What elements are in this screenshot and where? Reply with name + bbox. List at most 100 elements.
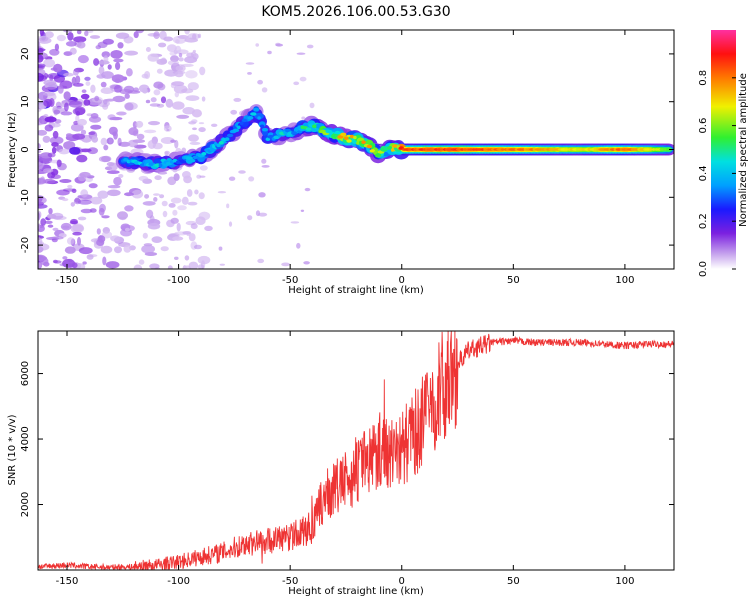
spectrogram-noise-blob	[45, 86, 57, 91]
spectrogram-noise-blob	[38, 149, 42, 154]
snr-panel: -150 -100 -50 0 50 100 2000 4000 6000 Height of …	[7, 330, 675, 597]
spectrogram-ridge-blob	[483, 148, 488, 151]
spectrogram-ridge-blob	[241, 118, 248, 123]
spectrogram-noise-blob	[147, 53, 159, 62]
spectrogram-noise-blob	[170, 217, 179, 224]
spectrogram-noise-blob	[217, 191, 227, 194]
spectrogram-noise-blob	[160, 246, 169, 252]
spectrogram-noise-blob	[107, 64, 112, 70]
spectrogram-noise-blob	[133, 144, 147, 149]
spectrogram-noise-blob	[46, 213, 57, 219]
spectrogram-noise-blob	[136, 133, 145, 140]
spectrogram-x-tick-label: 50	[507, 275, 520, 286]
spectrogram-noise-blob	[170, 139, 176, 143]
spectrogram-noise-blob	[186, 189, 193, 197]
spectrogram-noise-blob	[53, 109, 61, 115]
spectrogram-noise-blob	[79, 171, 91, 178]
spectrogram-noise-blob	[184, 56, 198, 64]
spectrogram-noise-blob	[177, 205, 187, 211]
spectrogram-noise-blob	[38, 119, 45, 126]
spectrogram-noise-blob	[189, 141, 201, 145]
spectrogram-noise-blob	[261, 158, 267, 164]
spectrogram-noise-blob	[116, 111, 127, 116]
spectrogram-noise-blob	[153, 193, 160, 196]
spectrogram-noise-blob	[115, 62, 121, 70]
spectrogram-noise-blob	[73, 120, 79, 125]
spectrogram-noise-blob	[170, 197, 182, 204]
spectrogram-noise-blob	[87, 147, 98, 155]
spectrogram-noise-blob	[43, 168, 54, 174]
spectrogram-noise-blob	[90, 196, 103, 205]
spectrogram-noise-blob	[80, 189, 89, 198]
spectrogram-noise-blob	[50, 122, 61, 128]
spectrogram-noise-blob	[63, 72, 74, 77]
spectrogram-noise-blob	[197, 33, 202, 39]
spectrogram-noise-blob	[181, 88, 194, 94]
spectrogram-ridge-blob	[291, 131, 297, 135]
spectrogram-noise-blob	[64, 246, 76, 254]
spectrogram-ridge	[115, 104, 674, 173]
spectrogram-x-tick-label: 0	[399, 275, 405, 286]
spectrogram-noise-blob	[68, 100, 83, 108]
spectrogram-noise-blob	[301, 116, 306, 120]
spectrogram-noise-blob	[188, 261, 199, 269]
spectrogram-noise-blob	[57, 85, 64, 94]
spectrogram-noise-blob	[100, 87, 114, 94]
spectrogram-x-tick-label: -100	[167, 275, 190, 286]
spectrogram-x-tick-label: 100	[615, 275, 634, 286]
spectrogram-noise-blob	[149, 103, 161, 107]
spectrogram-noise-blob	[51, 146, 57, 154]
spectrogram-noise-blob	[138, 259, 145, 265]
spectrogram-noise-blob	[117, 137, 122, 147]
spectrogram-noise-blob	[42, 178, 56, 184]
spectrogram-noise-blob	[44, 116, 57, 123]
spectrogram-noise-blob	[245, 62, 255, 65]
spectrogram-noise-blob	[135, 120, 144, 128]
colorbar-tick-label: 0.0	[698, 261, 709, 277]
spectrogram-noise-blob	[204, 225, 213, 231]
spectrogram-ridge-blob	[361, 140, 366, 144]
spectrogram-ridge-blob	[254, 112, 264, 120]
spectrogram-noise-blob	[47, 171, 56, 179]
spectrogram-ridge-blob	[192, 155, 198, 160]
spectrogram-ridge-blob	[340, 132, 347, 137]
spectrogram-noise-blob	[174, 45, 182, 54]
snr-x-tick-label: -150	[56, 576, 79, 587]
spectrogram-noise-blob	[74, 197, 81, 203]
spectrogram-noise-blob	[163, 125, 172, 132]
snr-x-tick-label: 50	[507, 576, 520, 587]
spectrogram-noise-blob	[78, 247, 93, 255]
colorbar-tick-label: 0.2	[698, 213, 709, 229]
spectrogram-noise-blob	[66, 133, 73, 138]
spectrogram-noise-blob	[141, 244, 156, 254]
spectrogram-x-tick-label: -50	[282, 275, 298, 286]
spectrogram-noise-blob	[71, 76, 77, 85]
spectrogram-noise-blob	[158, 42, 167, 48]
spectrogram-noise-blob	[100, 245, 113, 254]
spectrogram-noise-blob	[94, 95, 100, 102]
spectrogram-noise-blob	[95, 45, 102, 50]
spectrogram-noise-blob	[192, 49, 196, 53]
snr-y-label: SNR (10 * v/v)	[7, 414, 18, 485]
spectrogram-noise-blob	[52, 259, 58, 264]
spectrogram-noise-blob	[38, 197, 43, 203]
spectrogram-noise-blob	[38, 37, 52, 44]
spectrogram-noise-blob	[100, 137, 108, 146]
spectrogram-noise-blob	[142, 232, 148, 239]
spectrogram-noise-blob	[117, 211, 128, 220]
spectrogram-noise-blob	[147, 222, 161, 230]
spectrogram-ridge-blob	[634, 148, 639, 151]
spectrogram-noise-blob	[160, 96, 167, 104]
spectrogram-noise-blob	[63, 30, 73, 33]
spectrogram-noise-blob	[169, 51, 177, 56]
spectrogram-noise-blob	[40, 176, 46, 184]
spectrogram-noise-blob	[131, 189, 144, 199]
spectrogram-ridge-blob	[239, 121, 244, 125]
spectrogram-noise-blob	[157, 171, 168, 175]
spectrogram-noise-blob	[108, 162, 118, 171]
spectrogram-noise-blob	[43, 91, 56, 97]
snr-series-group	[38, 331, 674, 570]
spectrogram-noise-blob	[185, 70, 198, 79]
spectrogram-noise-blob	[73, 36, 87, 43]
spectrogram-noise-blob	[72, 69, 79, 76]
